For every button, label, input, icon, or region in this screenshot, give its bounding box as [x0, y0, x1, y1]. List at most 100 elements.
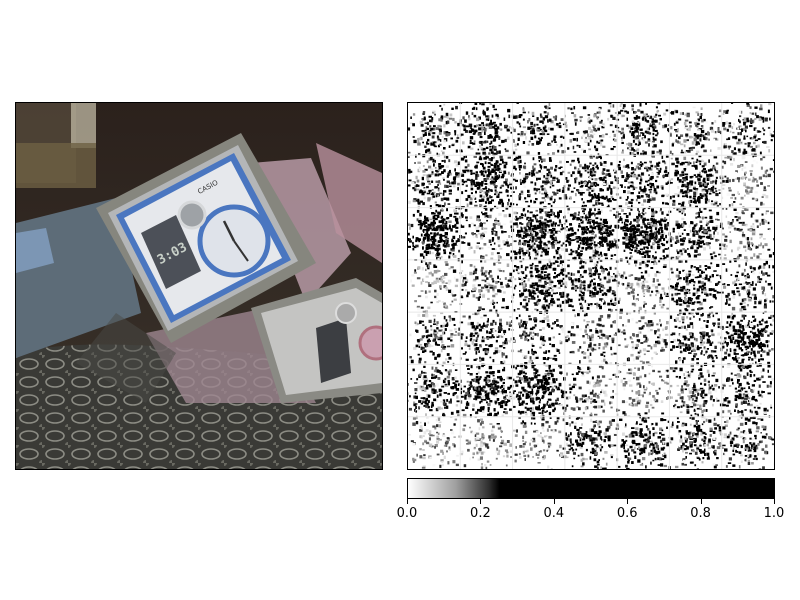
heat-pixel: [607, 302, 610, 306]
heat-pixel: [588, 219, 592, 222]
heat-pixel: [539, 133, 543, 136]
heat-pixel: [568, 243, 571, 246]
heat-pixel: [684, 290, 688, 293]
heat-pixel: [475, 152, 478, 155]
heat-pixel: [540, 158, 544, 161]
heat-pixel: [440, 115, 444, 118]
heat-pixel: [509, 316, 512, 318]
heat-pixel: [683, 156, 687, 160]
heat-pixel: [559, 171, 563, 176]
heat-pixel: [714, 255, 717, 258]
heat-pixel: [681, 161, 685, 165]
heat-pixel: [436, 140, 440, 143]
heat-pixel: [567, 207, 570, 211]
heat-pixel: [497, 239, 501, 243]
heat-pixel: [518, 122, 521, 126]
heat-pixel: [449, 251, 452, 255]
heat-pixel: [497, 165, 500, 168]
heat-pixel: [664, 226, 666, 230]
heat-pixel: [469, 169, 473, 172]
heat-pixel: [659, 209, 662, 213]
heat-pixel: [587, 142, 590, 146]
heat-pixel: [483, 231, 488, 234]
heat-pixel: [452, 161, 456, 164]
heat-pixel: [581, 166, 584, 170]
heat-pixel: [524, 162, 526, 165]
heat-pixel: [615, 279, 618, 282]
heat-pixel: [479, 194, 483, 198]
heat-pixel: [465, 155, 467, 158]
heat-pixel: [520, 190, 524, 193]
heat-pixel: [541, 247, 545, 250]
heat-pixel: [507, 284, 510, 288]
heat-pixel: [629, 125, 632, 128]
heat-pixel: [496, 281, 500, 283]
heat-pixel: [603, 161, 607, 164]
heat-pixel: [603, 276, 607, 280]
heat-pixel: [701, 270, 704, 274]
heat-pixel: [639, 262, 642, 266]
heat-pixel: [603, 182, 606, 186]
heat-pixel: [553, 138, 556, 142]
heat-pixel: [570, 132, 574, 135]
heat-pixel: [726, 138, 729, 141]
heat-pixel: [642, 219, 645, 223]
heat-pixel: [544, 281, 547, 286]
heat-pixel: [699, 245, 703, 248]
heat-pixel: [465, 198, 469, 201]
heat-pixel: [658, 114, 661, 117]
heat-pixel: [599, 135, 603, 138]
heat-pixel: [530, 199, 532, 203]
heat-pixel: [705, 132, 709, 136]
heat-pixel: [500, 286, 504, 289]
heat-pixel: [574, 122, 577, 126]
heat-pixel: [701, 291, 704, 294]
heat-pixel: [690, 148, 694, 151]
heat-pixel: [481, 273, 485, 276]
heat-pixel: [637, 284, 641, 288]
heat-pixel: [678, 277, 682, 280]
heat-pixel: [423, 190, 426, 192]
heat-pixel: [418, 217, 421, 220]
heat-pixel: [460, 212, 463, 214]
heat-pixel: [443, 249, 446, 252]
heat-pixel: [463, 180, 468, 183]
heat-pixel: [636, 216, 640, 219]
heat-pixel: [645, 280, 649, 283]
heat-pixel: [680, 232, 684, 235]
heat-pixel: [547, 119, 549, 123]
heat-pixel: [412, 199, 416, 203]
heat-pixel: [644, 237, 648, 241]
heat-pixel: [515, 186, 517, 190]
heat-pixel: [587, 218, 590, 222]
heat-pixel: [665, 234, 667, 239]
heat-pixel: [761, 274, 765, 278]
heat-pixel: [752, 223, 755, 227]
heat-pixel: [550, 166, 553, 170]
heat-pixel: [588, 126, 591, 130]
heat-pixel: [750, 242, 753, 245]
heat-pixel: [699, 193, 702, 197]
heat-pixel: [676, 225, 681, 229]
heat-pixel: [519, 193, 522, 196]
heat-pixel: [546, 274, 549, 279]
heat-pixel: [606, 242, 609, 245]
heat-pixel: [743, 282, 747, 285]
heat-pixel: [519, 260, 523, 263]
heat-pixel: [731, 193, 735, 197]
heat-pixel: [636, 228, 639, 231]
heat-pixel: [480, 171, 484, 175]
heat-pixel: [668, 238, 672, 243]
heat-pixel: [547, 112, 550, 116]
heat-pixel: [541, 252, 544, 255]
heat-pixel: [630, 192, 634, 195]
heat-pixel: [431, 236, 435, 238]
heat-pixel: [643, 113, 647, 117]
heat-pixel: [437, 225, 441, 229]
heat-pixel: [589, 280, 592, 283]
heat-pixel: [651, 208, 654, 212]
heat-pixel: [512, 140, 515, 143]
heat-pixel: [442, 151, 445, 155]
heat-pixel: [762, 127, 764, 130]
heat-pixel: [662, 175, 665, 178]
